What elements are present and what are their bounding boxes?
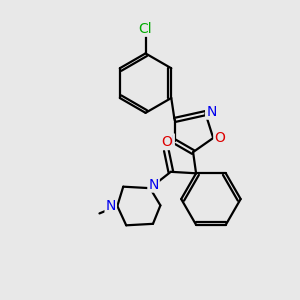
Text: N: N xyxy=(148,178,159,192)
Text: O: O xyxy=(161,135,172,149)
Text: O: O xyxy=(214,131,225,145)
Text: N: N xyxy=(206,105,217,119)
Text: N: N xyxy=(164,134,174,148)
Text: Cl: Cl xyxy=(139,22,152,36)
Text: N: N xyxy=(106,199,116,213)
